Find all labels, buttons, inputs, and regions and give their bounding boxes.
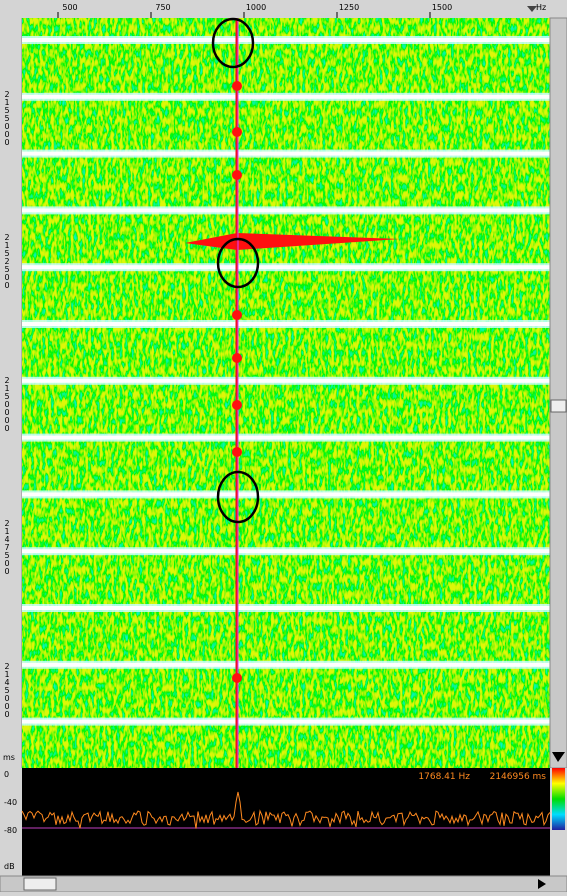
circle-mark	[216, 237, 260, 289]
y-tick-label: 2147500	[3, 519, 12, 575]
white-band-core	[22, 492, 550, 497]
x-tick-label: 1250	[339, 3, 359, 12]
x-tick-label: 1000	[246, 3, 266, 12]
top-axis	[0, 0, 567, 18]
spectrum-panel	[22, 768, 550, 876]
axis-menu[interactable]	[527, 6, 537, 12]
y-tick-label: 2145000	[3, 662, 12, 718]
db-tick-label: 0	[4, 770, 9, 779]
v-scrollbar[interactable]	[549, 17, 567, 769]
signal-dot	[232, 353, 242, 363]
unit: ms	[3, 753, 15, 762]
spectrum-line	[21, 791, 551, 829]
color-bar	[552, 768, 565, 830]
white-band-core	[22, 378, 550, 383]
y-tick-label: 2152500	[3, 233, 12, 289]
db-tick-label: -80	[4, 826, 17, 835]
white-band-core	[22, 94, 550, 99]
waterfall	[22, 17, 550, 768]
signal-dot	[232, 673, 242, 683]
h-scrollbar[interactable]	[0, 875, 567, 893]
circle-mark	[216, 470, 260, 524]
left-axis	[0, 18, 22, 768]
x-tick-label: 1500	[432, 3, 452, 12]
white-band-core	[22, 151, 550, 156]
white-band-core	[22, 38, 550, 42]
unit: Hz	[536, 3, 546, 12]
white-band-core	[22, 606, 550, 610]
v-scroll-thumb[interactable]	[550, 399, 567, 413]
signal-dot	[232, 170, 242, 180]
signal-burst	[185, 233, 400, 250]
signal-dot	[232, 447, 242, 457]
white-band-core	[22, 435, 550, 440]
white-band-core	[22, 208, 550, 213]
scroll-down[interactable]	[552, 752, 565, 762]
white-band-core	[22, 265, 550, 270]
x-tick-label: 750	[155, 3, 170, 12]
white-band-core	[22, 322, 550, 326]
x-tick-label: 500	[62, 3, 77, 12]
signal-dot	[232, 310, 242, 320]
white-band-core	[22, 719, 550, 724]
y-tick-label: 2150000	[3, 376, 12, 432]
circle-mark	[211, 17, 255, 69]
white-band-core	[22, 662, 550, 667]
y-tick-label: 2155000	[3, 90, 12, 146]
white-band-core	[22, 549, 550, 554]
signal-dot	[232, 400, 242, 410]
db-tick-label: -40	[4, 798, 17, 807]
waterfall-noise	[22, 18, 550, 768]
signal-dot	[232, 81, 242, 91]
h-scroll-thumb[interactable]	[23, 877, 57, 891]
signal-dot	[232, 127, 242, 137]
frequency-readout: 1768.41 Hz	[418, 772, 470, 782]
time-readout: 2146956 ms	[490, 772, 547, 782]
unit: dB	[4, 862, 15, 871]
scroll-right[interactable]	[538, 879, 546, 889]
